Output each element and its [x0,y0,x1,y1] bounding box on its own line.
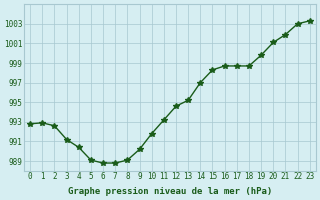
X-axis label: Graphe pression niveau de la mer (hPa): Graphe pression niveau de la mer (hPa) [68,187,272,196]
